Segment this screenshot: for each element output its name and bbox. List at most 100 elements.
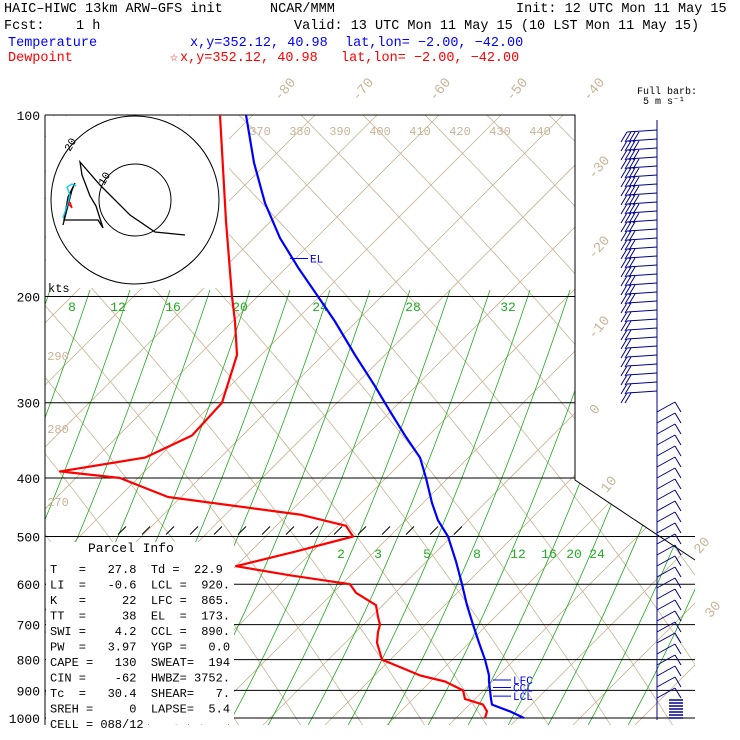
level-tick-mark [453, 526, 463, 535]
wind-barb [656, 577, 682, 589]
wind-barb-flag [620, 356, 628, 368]
parcel-info-row: SREH = 0 LAPSE= 5.4 [50, 703, 230, 717]
wind-barb-staff [626, 345, 658, 349]
level-tick-mark [285, 526, 295, 535]
wind-barb-flag [674, 643, 682, 655]
theta-label: 280 [47, 423, 69, 437]
mixing-ratio-line [45, 289, 131, 725]
wind-barb-staff [656, 632, 676, 644]
hodograph-ring-inner [98, 163, 172, 237]
wind-barb [656, 489, 682, 501]
wind-barb-flag [624, 275, 632, 287]
temperature-profile [244, 114, 525, 719]
wind-barb-flag [620, 185, 628, 197]
wind-barb-staff [656, 544, 676, 556]
level-label: EL [310, 255, 323, 267]
mixing-ratio-line [339, 289, 531, 725]
dewpoint-xy: x,y=352.12, 40.98 [180, 51, 318, 66]
wind-barb-flag [674, 566, 682, 578]
level-tick-mark [237, 526, 247, 535]
wind-barb [620, 291, 658, 305]
wind-barb [656, 566, 682, 578]
wind-barb [620, 327, 658, 341]
wind-barb-flag [620, 158, 628, 170]
org-label: NCAR/MMM [270, 2, 335, 17]
mixing-ratio-line [45, 289, 91, 725]
wind-barb [656, 401, 682, 413]
pressure-tick-label: 100 [17, 109, 40, 124]
wind-barb-flag [620, 383, 628, 395]
pressure-tick-label: 200 [17, 291, 40, 306]
theta-label: 270 [47, 496, 69, 510]
theta-label: 430 [489, 125, 511, 139]
isotherm-line [681, 115, 695, 725]
wind-barb-flag [674, 632, 682, 644]
hodograph-trace-low [62, 183, 77, 219]
wind-barb-staff [656, 522, 676, 534]
wind-barb-flag [620, 329, 628, 341]
wind-barb [656, 555, 682, 567]
wind-barb-flag [620, 212, 628, 224]
parcel-info-row: K = 22 LFC = 865. [50, 594, 230, 608]
wind-barb-staff [626, 300, 658, 304]
theta-label: 290 [47, 350, 69, 364]
parcel-info-box [46, 542, 234, 724]
isotherm-label: -40 [580, 75, 608, 105]
mixing-ratio-line [259, 289, 451, 725]
dry-adiabat-line [161, 115, 683, 725]
wind-barb-staff [656, 665, 676, 677]
wind-barb-flag [674, 533, 682, 545]
wind-barb-staff [656, 423, 676, 435]
wind-barb [620, 390, 658, 404]
mixing-ratio-line [45, 289, 51, 725]
wind-barb-flag [624, 167, 632, 179]
mixing-ratio-line [539, 289, 695, 725]
wind-barb-flag [674, 665, 682, 677]
wind-barb [656, 665, 682, 677]
isotherm-line [45, 115, 455, 725]
dry-adiabat-line [471, 115, 695, 725]
mixing-ratio-line [379, 289, 571, 725]
fcst-value: 1 h [76, 19, 101, 34]
wind-barb [620, 192, 658, 206]
wind-barb-flag [620, 140, 628, 152]
isotherm-line [495, 115, 695, 725]
wind-barb-flag [624, 383, 632, 395]
wind-barb-staff [626, 165, 658, 169]
wind-barb-flag [624, 212, 632, 224]
wind-barb-staff [626, 264, 658, 268]
wind-barb-staff [626, 282, 658, 286]
wind-barb-flag [624, 230, 632, 242]
level-tick-mark [165, 526, 175, 535]
wind-barb-flag [624, 194, 632, 206]
dry-adiabat-line [45, 115, 311, 725]
wind-barb [656, 522, 682, 534]
wind-barb-staff [656, 599, 676, 611]
wind-barb [656, 500, 682, 512]
wind-barb-flag [674, 467, 682, 479]
fcst-label: Fcst: [4, 19, 45, 34]
wind-barb-flag [674, 610, 682, 622]
wind-barb-staff [626, 354, 658, 358]
theta-label: 420 [449, 125, 471, 139]
mixing-ratio-label: 12 [110, 300, 126, 315]
level-label: LFC [513, 676, 533, 688]
wind-barb-staff [656, 555, 676, 567]
wind-barb-staff [626, 381, 658, 385]
mixing-ratio-label: 24 [589, 547, 605, 562]
mixing-ratio-label: 8 [473, 547, 481, 562]
wind-barb-flag [674, 423, 682, 435]
level-tick-mark [141, 526, 151, 535]
isotherm-label: -20 [585, 233, 613, 263]
parcel-info-row: SWI = 4.2 CCL = 890. [50, 625, 230, 639]
wind-barb-staff [626, 174, 658, 178]
level-tick-mark [429, 526, 439, 535]
theta-label: 410 [409, 125, 431, 139]
mixing-ratio-line [619, 289, 695, 725]
pressure-tick-label: 300 [17, 397, 40, 412]
dewpoint-legend-label: Dewpoint [8, 51, 73, 66]
wind-barb [656, 478, 682, 490]
wind-barb-staff [656, 478, 676, 490]
wind-barb-staff [656, 566, 676, 578]
wind-barb-flag [624, 158, 632, 170]
